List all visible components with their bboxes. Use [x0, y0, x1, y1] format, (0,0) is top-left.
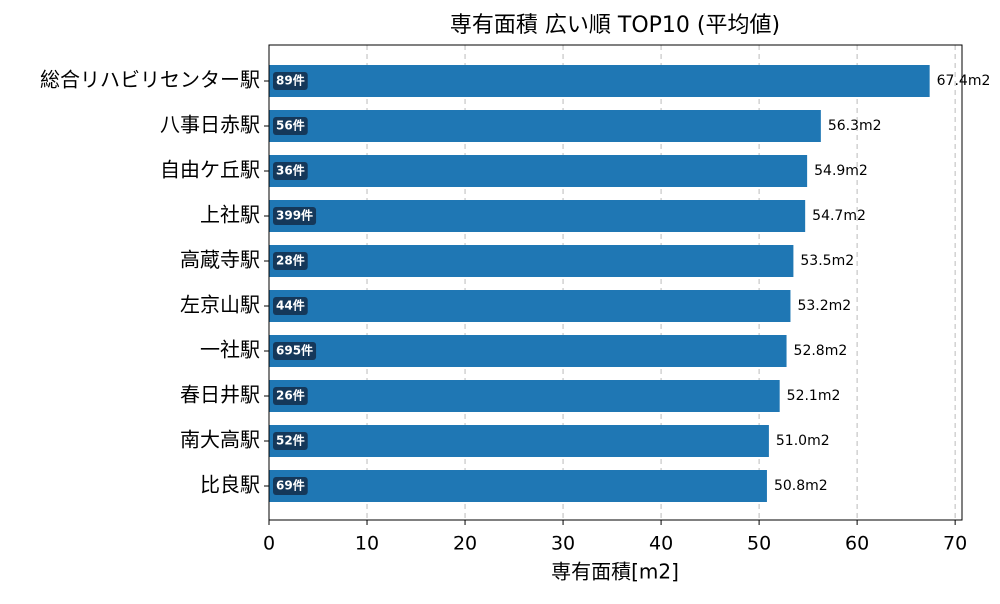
value-label: 52.8m2: [794, 343, 848, 359]
count-label: 69件: [276, 478, 305, 493]
y-tick-label: 一社駅: [200, 338, 260, 362]
y-tick-label: 上社駅: [200, 203, 260, 227]
value-label: 54.7m2: [812, 208, 866, 224]
count-label: 36件: [276, 163, 305, 178]
count-label: 89件: [276, 73, 305, 88]
x-tick-label: 60: [845, 533, 869, 555]
value-label: 54.9m2: [814, 163, 868, 179]
count-label: 399件: [276, 208, 313, 223]
value-label: 53.5m2: [800, 253, 854, 269]
bar: [269, 245, 794, 277]
y-tick-label: 南大高駅: [180, 428, 260, 452]
count-label: 26件: [276, 388, 305, 403]
plot-area: 0 10 20 30 40 50 60 70 総合リハビリセンター駅 67.4m2 89件八事日赤駅…: [40, 45, 990, 555]
bar: [269, 425, 769, 457]
x-tick-label: 50: [747, 533, 771, 555]
x-tick-label: 70: [943, 533, 967, 555]
bar: [269, 155, 808, 187]
count-badge: [273, 432, 308, 450]
x-tick-label: 10: [355, 533, 379, 555]
y-tick-label: 自由ケ丘駅: [160, 158, 260, 182]
chart-title: 専有面積 広い順 TOP10 (平均値): [450, 13, 780, 38]
count-label: 52件: [276, 433, 305, 448]
value-label: 51.0m2: [776, 433, 830, 449]
count-badge: [273, 72, 308, 90]
y-tick-label: 高蔵寺駅: [180, 248, 260, 272]
x-tick-label: 20: [453, 533, 477, 555]
y-tick-label: 左京山駅: [180, 293, 260, 317]
x-tick-label: 40: [649, 533, 673, 555]
value-label: 56.3m2: [828, 118, 882, 134]
y-tick-label: 八事日赤駅: [160, 113, 260, 137]
count-label: 56件: [276, 118, 305, 133]
x-tick-label: 30: [551, 533, 575, 555]
count-badge: [273, 342, 317, 360]
y-tick-label: 比良駅: [200, 473, 260, 497]
bar: [269, 290, 791, 322]
count-label: 44件: [276, 298, 305, 313]
bar: [269, 110, 821, 142]
bar: [269, 470, 767, 502]
axes-frame: [268, 44, 963, 521]
value-label: 67.4m2: [937, 73, 991, 89]
count-badge: [273, 387, 308, 405]
count-badge: [273, 162, 308, 180]
value-label: 50.8m2: [774, 478, 828, 494]
x-axis-label: 専有面積[m2]: [551, 560, 679, 584]
count-label: 28件: [276, 253, 305, 268]
bar: [269, 200, 806, 232]
count-badge: [273, 252, 308, 270]
bar: [269, 380, 780, 412]
y-tick-label: 春日井駅: [180, 383, 260, 407]
value-label: 53.2m2: [797, 298, 851, 314]
count-badge: [273, 117, 308, 135]
value-label: 52.1m2: [787, 388, 841, 404]
count-badge: [273, 297, 308, 315]
bar: [269, 65, 930, 97]
bar: [269, 335, 787, 367]
count-badge: [273, 207, 317, 225]
y-tick-label: 総合リハビリセンター駅: [40, 68, 260, 92]
count-badge: [273, 477, 308, 495]
count-label: 695件: [276, 343, 313, 358]
x-tick-label: 0: [263, 533, 275, 555]
